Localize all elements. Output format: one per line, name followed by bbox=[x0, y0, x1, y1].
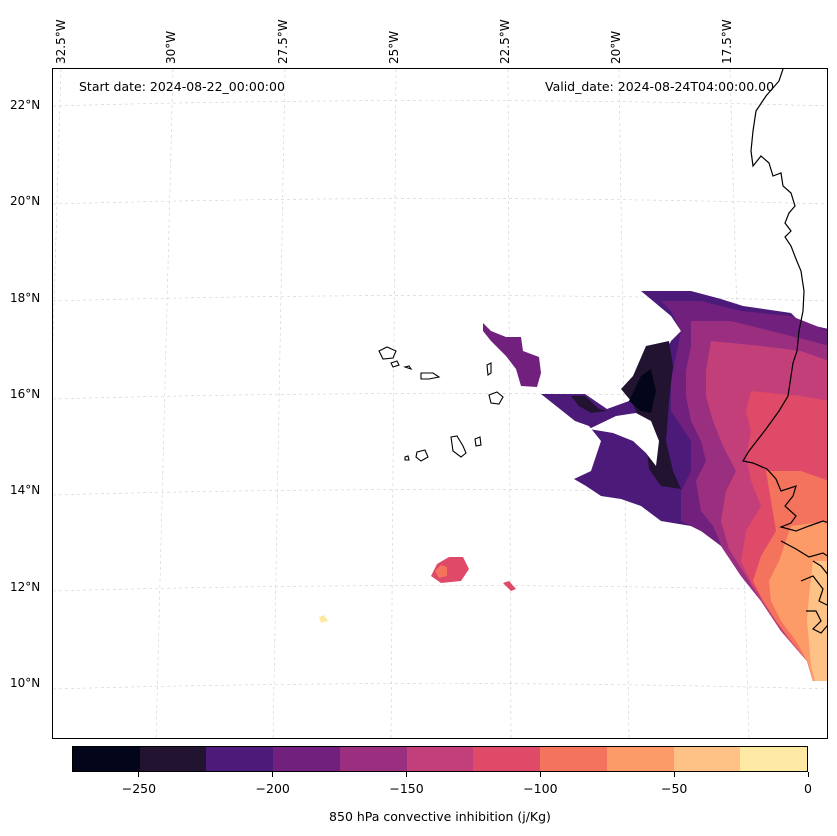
parallel-20n bbox=[53, 198, 827, 205]
colorbar-segment-2 bbox=[206, 747, 274, 771]
lon-label-22-5w: 22.5°W bbox=[498, 19, 512, 64]
colorbar-segment-10 bbox=[740, 747, 808, 771]
lon-label-32-5w: 32.5°W bbox=[54, 19, 68, 64]
lat-label-10n: 10°N bbox=[10, 676, 41, 690]
lon-label-27-5w: 27.5°W bbox=[276, 19, 290, 64]
cin-patch-yellow bbox=[319, 615, 328, 623]
colorbar-segment-5 bbox=[406, 747, 474, 771]
colorbar-segment-1 bbox=[139, 747, 207, 771]
island-boa-vista bbox=[488, 391, 504, 405]
cin-region-north-wedge bbox=[483, 323, 541, 387]
lat-label-12n: 12°N bbox=[10, 580, 41, 594]
cin-region-dark-core-b bbox=[629, 369, 656, 413]
colorbar-tick bbox=[673, 772, 675, 777]
island-santa-luzia bbox=[403, 365, 413, 371]
colorbar-tick-label: −100 bbox=[523, 781, 558, 796]
lon-label-30w: 30°W bbox=[164, 30, 178, 64]
colorbar-tick bbox=[406, 772, 408, 777]
island-fogo bbox=[415, 449, 429, 462]
lon-label-20w: 20°W bbox=[609, 30, 623, 64]
island-sao-nicolau bbox=[420, 372, 441, 380]
lat-label-18n: 18°N bbox=[10, 291, 41, 305]
colorbar-tick-label: −50 bbox=[660, 781, 688, 796]
valid-date-label: Valid_date: 2024-08-24T04:00:00.00 bbox=[545, 79, 775, 94]
meridian-32-5w bbox=[53, 69, 62, 348]
colorbar-tick bbox=[272, 772, 274, 777]
lat-label-22n: 22°N bbox=[10, 98, 41, 112]
cin-patch-small bbox=[503, 581, 516, 591]
meridian-22-5w bbox=[507, 69, 512, 738]
colorbar-tick bbox=[807, 772, 809, 777]
colorbar-tick-label: −250 bbox=[121, 781, 157, 796]
cin-region-dark-core-a bbox=[621, 341, 681, 489]
map-canvas bbox=[53, 69, 827, 738]
cin-field bbox=[319, 291, 827, 681]
colorbar-tick-label: −150 bbox=[389, 781, 424, 796]
lat-label-16n: 16°N bbox=[10, 387, 41, 401]
lon-label-25w: 25°W bbox=[387, 30, 401, 64]
parallel-10n bbox=[53, 683, 827, 690]
colorbar-label: 850 hPa convective inhibition (j/Kg) bbox=[329, 809, 551, 824]
parallel-18n bbox=[53, 295, 827, 302]
colorbar-tick-label: 0 bbox=[804, 781, 812, 796]
island-maio bbox=[474, 436, 482, 447]
lat-label-20n: 20°N bbox=[10, 194, 41, 208]
meridian-20w bbox=[618, 69, 630, 738]
colorbar-segment-9 bbox=[673, 747, 741, 771]
island-brava bbox=[404, 455, 410, 461]
cape-verde-islands bbox=[378, 346, 504, 462]
meridian-30w bbox=[155, 69, 174, 738]
island-santo-antao bbox=[378, 346, 397, 360]
parallel-22n bbox=[53, 100, 827, 107]
cin-region-dark-core-c bbox=[571, 396, 607, 413]
africa-coastline bbox=[742, 69, 827, 634]
colorbar-segment-7 bbox=[540, 747, 607, 771]
colorbar-tick bbox=[138, 772, 140, 777]
lon-label-17-5w: 17.5°W bbox=[720, 19, 734, 64]
meridian-27-5w bbox=[272, 69, 286, 738]
colorbar-tick-label: −200 bbox=[255, 781, 290, 796]
colorbar-segment-0 bbox=[73, 747, 140, 771]
meridian-25w bbox=[390, 69, 397, 738]
colorbar-segment-4 bbox=[339, 747, 407, 771]
island-santiago bbox=[450, 435, 467, 458]
parallel-16n bbox=[53, 393, 827, 400]
lat-label-14n: 14°N bbox=[10, 483, 41, 497]
island-sao-vicente bbox=[390, 360, 400, 368]
parallel-14n bbox=[53, 489, 827, 496]
colorbar bbox=[72, 746, 808, 772]
colorbar-segment-8 bbox=[606, 747, 674, 771]
gridlines bbox=[53, 69, 827, 738]
colorbar-tick bbox=[539, 772, 541, 777]
start-date-label: Start date: 2024-08-22_00:00:00 bbox=[79, 79, 285, 94]
parallel-12n bbox=[53, 585, 827, 592]
colorbar-segment-3 bbox=[273, 747, 340, 771]
colorbar-segment-6 bbox=[473, 747, 541, 771]
island-sal bbox=[486, 362, 492, 376]
coastline bbox=[742, 69, 827, 634]
cin-gap bbox=[589, 413, 659, 466]
map-area[interactable] bbox=[52, 68, 828, 739]
cin-patch-12n-inner bbox=[435, 565, 447, 578]
meridian-17-5w bbox=[729, 69, 750, 738]
